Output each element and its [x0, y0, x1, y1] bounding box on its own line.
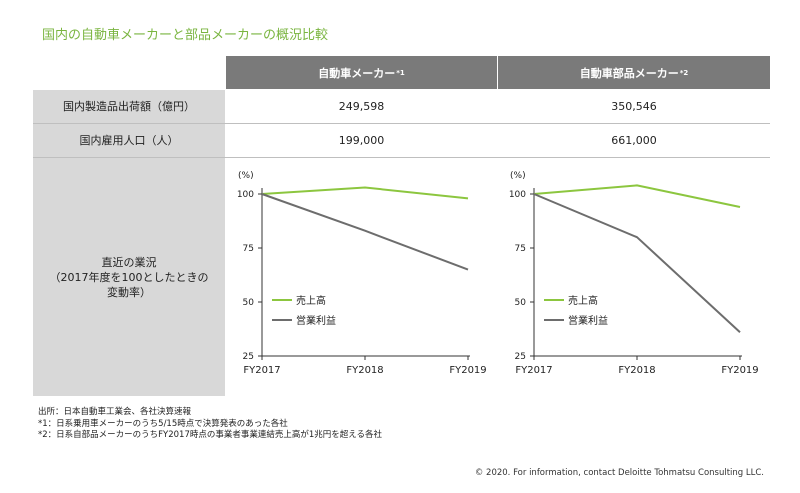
y-tick-label: 100: [237, 190, 254, 200]
row-label-line: 変動率）: [107, 285, 151, 299]
y-axis-label: (%): [510, 171, 526, 181]
row-label-shipment: 国内製造品出荷額（億円）: [33, 90, 225, 123]
column-header-parts-maker: 自動車部品メーカー *2: [498, 56, 770, 89]
legend-label: 営業利益: [568, 314, 608, 327]
x-tick-label: FY2018: [618, 365, 655, 376]
table-row: 国内製造品出荷額（億円） 249,598 350,546: [33, 90, 770, 123]
row-divider: [33, 157, 770, 158]
column-header-note: *1: [396, 68, 405, 77]
legend-label: 売上高: [568, 294, 598, 307]
x-tick-label: FY2018: [346, 365, 383, 376]
source-note: 出所：日本自動車工業会、各社決算速報: [38, 407, 192, 417]
y-tick-label: 25: [243, 352, 254, 362]
y-tick-label: 50: [243, 298, 255, 308]
footnote-1: *1：日系乗用車メーカーのうち5/15時点で決算発表のあった各社: [38, 418, 288, 429]
x-tick-label: FY2019: [449, 365, 486, 376]
series-line-1: [533, 184, 741, 208]
y-tick-label: 25: [515, 352, 526, 362]
footnotes: 出所：日本自動車工業会、各社決算速報 *1：日系乗用車メーカーのうち5/15時点…: [38, 407, 382, 442]
legend-label: 売上高: [296, 294, 326, 307]
x-tick-label: FY2019: [721, 365, 758, 376]
table-header-row: 自動車メーカー *1 自動車部品メーカー *2: [33, 56, 770, 89]
y-tick-label: 75: [243, 244, 254, 254]
series-line-1: [261, 186, 469, 200]
column-header-automaker: 自動車メーカー *1: [226, 56, 497, 89]
page-title: 国内の自動車メーカーと部品メーカーの概況比較: [42, 28, 329, 43]
chart-cell-automaker: (%) 100 75 50 25 FY2017 FY2018 FY2019 売上高営業利益: [226, 158, 497, 396]
series-line-2: [261, 193, 469, 271]
row-label-line: （2017年度を100としたときの: [49, 270, 209, 284]
footnote-2: *2：日系自部品メーカーのうちFY2017時点の事業者事業連結売上高が1兆円を超…: [38, 430, 383, 440]
cell-parts-employment: 661,000: [498, 124, 770, 157]
cell-parts-shipment: 350,546: [498, 90, 770, 123]
legend-label: 営業利益: [296, 314, 336, 327]
y-axis-label: (%): [238, 171, 254, 181]
cell-automaker-shipment: 249,598: [226, 90, 497, 123]
table-row: 国内雇用人口（人） 199,000 661,000: [33, 124, 770, 157]
table-row-charts: 直近の業況 （2017年度を100としたときの 変動率） (%) 100 75 50 2…: [33, 158, 770, 396]
column-header-label: 自動車部品メーカー: [579, 66, 679, 80]
column-header-label: 自動車メーカー: [318, 66, 396, 80]
cell-automaker-employment: 199,000: [226, 124, 497, 157]
row-label-line: 直近の業況: [101, 255, 157, 269]
series-line-2: [533, 193, 741, 333]
copyright: © 2020. For information, contact Deloitt…: [474, 468, 764, 478]
row-divider: [33, 123, 770, 124]
y-tick-label: 75: [515, 244, 526, 254]
x-tick-label: FY2017: [243, 365, 280, 376]
chart-cell-parts-maker: (%) 100 75 50 25 FY2017 FY2018 FY2019 売上高営業利益: [498, 158, 770, 396]
y-tick-label: 50: [515, 298, 527, 308]
x-tick-label: FY2017: [515, 365, 552, 376]
y-tick-label: 100: [509, 190, 526, 200]
column-header-note: *2: [679, 68, 689, 77]
row-label-business-status: 直近の業況 （2017年度を100としたときの 変動率）: [33, 158, 225, 396]
header-blank-cell: [33, 56, 225, 89]
row-label-employment: 国内雇用人口（人）: [33, 124, 225, 157]
